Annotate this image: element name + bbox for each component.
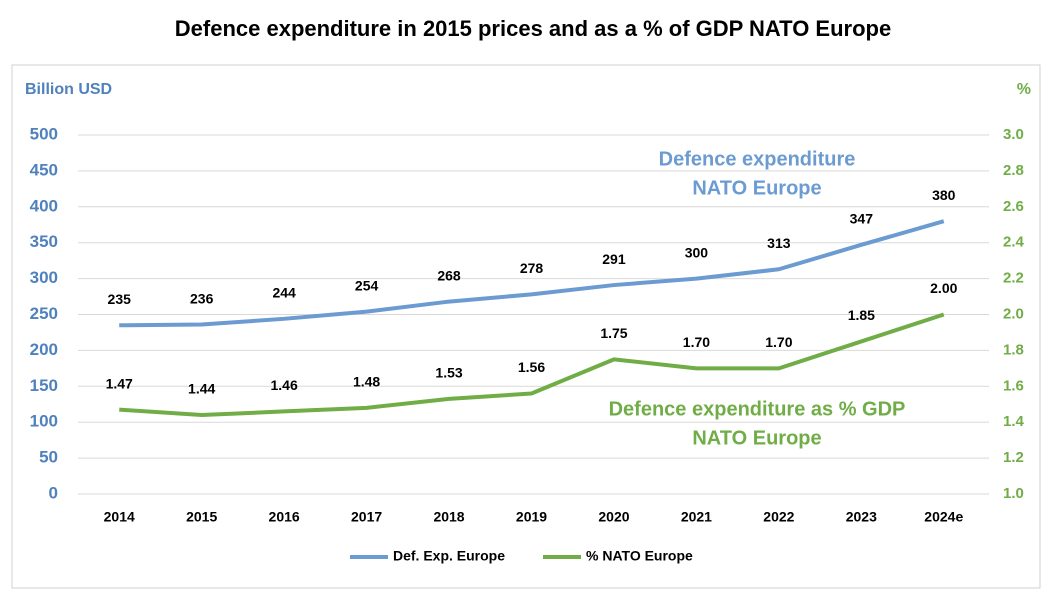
y-tick-label: 50 <box>39 448 58 467</box>
x-tick-label: 2015 <box>186 509 217 525</box>
y2-tick-label: 2.4 <box>1003 234 1025 251</box>
y2-tick-label: 3.0 <box>1003 126 1024 143</box>
data-label: 300 <box>685 244 709 260</box>
x-tick-label: 2017 <box>351 509 382 525</box>
data-label: 235 <box>108 291 132 307</box>
series-line <box>119 219 945 328</box>
y2-tick-label: 2.6 <box>1003 198 1024 215</box>
data-label: 347 <box>850 211 874 227</box>
x-tick-label: 2024e <box>924 509 963 525</box>
x-tick-label: 2021 <box>681 509 712 525</box>
data-label: 254 <box>355 277 379 293</box>
x-tick-label: 2023 <box>846 509 877 525</box>
data-label: 1.46 <box>271 377 298 393</box>
data-label: 291 <box>602 251 626 267</box>
data-label: 1.47 <box>106 375 133 391</box>
annotation: Defence expenditure as % GDP <box>609 398 906 420</box>
x-tick-label: 2014 <box>104 509 135 525</box>
data-label: 1.53 <box>435 365 462 381</box>
annotation: NATO Europe <box>692 427 821 449</box>
y2-tick-label: 2.2 <box>1003 270 1024 287</box>
y-tick-label: 300 <box>30 268 58 287</box>
data-label: 268 <box>437 267 461 283</box>
y2-axis-label: % <box>1017 81 1031 98</box>
y-tick-label: 500 <box>30 124 58 143</box>
y-tick-label: 450 <box>30 160 58 179</box>
y2-tick-label: 1.6 <box>1003 377 1024 394</box>
chart-title: Defence expenditure in 2015 prices and a… <box>175 16 891 41</box>
data-label: 244 <box>272 285 296 301</box>
data-label: 1.75 <box>600 325 627 341</box>
data-label: 1.70 <box>765 334 792 350</box>
legend-label: Def. Exp. Europe <box>393 548 505 564</box>
data-label: 380 <box>932 187 956 203</box>
y2-tick-label: 2.8 <box>1003 162 1024 179</box>
x-tick-label: 2018 <box>433 509 464 525</box>
data-label: 278 <box>520 260 544 276</box>
x-tick-label: 2016 <box>269 509 300 525</box>
data-label: 1.44 <box>188 381 215 397</box>
legend-label: % NATO Europe <box>586 548 693 564</box>
data-label: 1.85 <box>848 307 875 323</box>
annotation: NATO Europe <box>692 177 821 199</box>
y-tick-label: 100 <box>30 412 58 431</box>
data-label: 2.00 <box>930 280 957 296</box>
y-tick-label: 0 <box>49 483 58 502</box>
y2-tick-label: 1.0 <box>1003 485 1024 502</box>
y-axis-label: Billion USD <box>25 81 112 98</box>
series-line <box>119 312 945 418</box>
y-tick-label: 250 <box>30 304 58 323</box>
x-tick-label: 2020 <box>598 509 629 525</box>
y2-tick-label: 1.8 <box>1003 341 1024 358</box>
chart-border <box>11 64 1041 589</box>
data-label: 1.48 <box>353 374 380 390</box>
data-label: 236 <box>190 290 214 306</box>
y2-tick-label: 1.2 <box>1003 449 1024 466</box>
y2-tick-label: 1.4 <box>1003 413 1025 430</box>
y2-tick-label: 2.0 <box>1003 305 1024 322</box>
data-label: 1.56 <box>518 359 545 375</box>
y-tick-label: 150 <box>30 376 58 395</box>
y-tick-label: 350 <box>30 232 58 251</box>
data-label: 1.70 <box>683 334 710 350</box>
data-label: 313 <box>767 235 791 251</box>
y-tick-label: 400 <box>30 196 58 215</box>
x-tick-label: 2022 <box>763 509 794 525</box>
annotation: Defence expenditure <box>659 148 856 170</box>
x-tick-label: 2019 <box>516 509 547 525</box>
y-tick-label: 200 <box>30 340 58 359</box>
